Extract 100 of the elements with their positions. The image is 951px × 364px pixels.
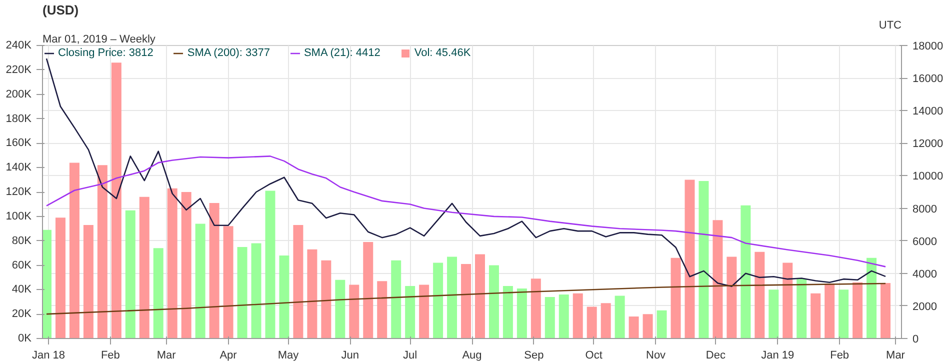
bar [586,306,597,338]
bar [502,286,513,338]
y2-tick-label: 12000 [912,138,944,150]
bar [251,243,262,338]
bar [628,316,639,338]
x-tick-label: Nov [646,350,666,362]
bar [237,246,248,338]
y2-tick-label: 4000 [912,268,937,280]
bar [656,310,667,338]
x-tick-label: Apr [220,350,238,362]
bar [866,258,877,338]
legend-label: Vol: 45.46K [414,47,471,59]
x-tick-label: Jun [341,350,360,362]
bar [111,62,122,338]
bar [796,278,807,338]
bar [97,165,108,338]
bar [223,226,234,338]
legend-label: SMA (200): 3377 [187,47,270,59]
bar [768,290,779,338]
bar [377,281,388,338]
y2-tick-label: 18000 [912,40,944,52]
x-tick-label: Aug [462,350,482,362]
x-tick-label: Mar [156,350,176,362]
y-tick-label: 160K [6,137,32,150]
y2-tick-label: 6000 [912,236,937,248]
chart-title: (USD) [42,2,79,18]
y-tick-label: 180K [6,112,32,125]
y-tick-label: 60K [12,259,32,272]
bar [293,224,304,338]
bar [447,256,458,338]
bar [684,180,695,338]
x-tick-label: Dec [706,350,726,362]
x-tick-label: May [278,350,300,362]
y2-tick-label: 16000 [912,73,944,86]
bar [83,224,94,338]
y-tick-label: 80K [12,234,32,247]
bar [698,181,709,338]
bar [181,192,192,338]
bar [712,220,723,338]
bar [530,278,541,338]
y-tick-label: 20K [12,308,32,320]
bar [69,162,80,338]
bar [265,190,276,338]
y2-tick-label: 0 [912,334,919,346]
y-tick-label: 240K [6,40,32,52]
bar [838,290,849,338]
line-series [46,282,886,315]
bar [405,286,416,338]
line-series [46,156,886,268]
bar [307,249,318,338]
bar [670,258,681,338]
bar [880,283,891,338]
y-tick-label: 0K [18,332,32,344]
x-tick-label: Feb [830,350,850,362]
bar [726,256,737,338]
bar [419,284,430,338]
bar [279,255,290,338]
bar [572,293,583,338]
y2-tick-label: 8000 [912,203,937,216]
bar [488,265,499,338]
y2-tick-label: 2000 [912,300,937,313]
y-tick-label: 200K [6,88,32,100]
text: UTC [878,20,902,32]
y2-tick-label: 10000 [912,170,944,183]
bar [516,288,527,338]
bar [544,296,555,338]
bar [209,202,220,338]
x-tick-label: Sep [524,350,544,362]
bar [824,284,835,338]
chart-subtitle: Mar 01, 2019 – Weekly [42,34,156,46]
x-tick-label: Jan 18 [32,350,66,362]
bar [139,196,150,338]
bar [321,260,332,338]
bar [125,210,136,338]
bar [461,264,471,338]
bar [852,282,863,338]
bar [810,293,821,338]
x-tick-label: Feb [100,350,120,362]
bar [614,296,625,338]
bar [391,260,402,338]
bar [782,262,793,338]
bar [363,242,374,338]
series-label: Closing Price: 3812 [58,47,154,59]
bar [558,294,569,338]
y-tick-label: 40K [12,284,32,296]
bar [335,280,346,338]
y-tick-label: 100K [6,210,32,222]
bar [153,248,164,338]
bar [754,252,765,338]
bar [740,205,751,338]
x-tick-label: Oct [585,350,602,362]
y-tick-label: 120K [6,186,32,198]
x-tick-label: Jan 19 [761,350,794,362]
bar [600,303,611,338]
y2-tick-label: 14000 [912,106,944,118]
bar [195,224,206,338]
bar [55,218,66,338]
bar [167,188,178,338]
x-tick-label: Mar [886,350,906,362]
bar [474,254,485,338]
